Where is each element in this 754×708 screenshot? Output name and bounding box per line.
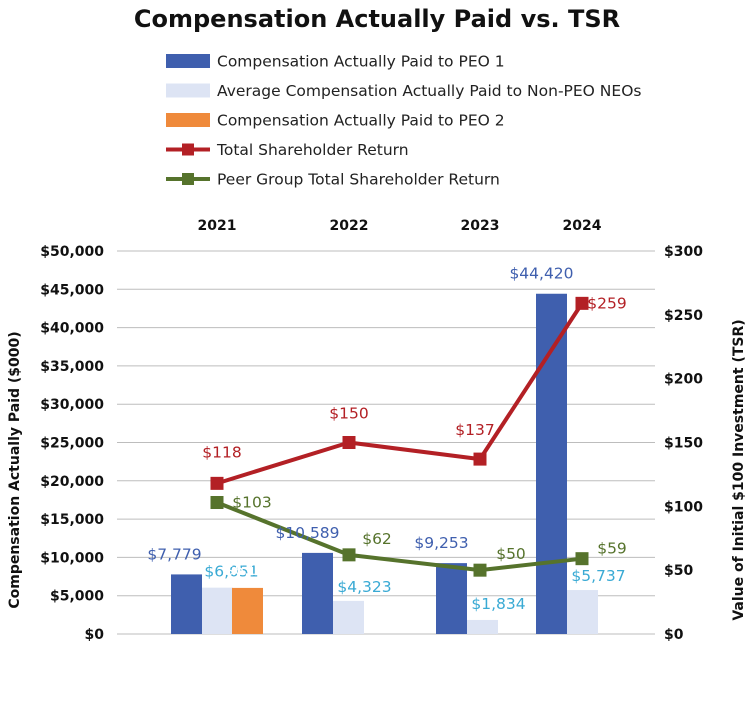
line-series-1 bbox=[216, 302, 584, 486]
line-label-s2-2021: $103 bbox=[232, 494, 271, 512]
y-tick-label-0: $0 bbox=[85, 627, 105, 643]
y-tick-label-7: $35,000 bbox=[40, 359, 104, 375]
legend-marker-4 bbox=[182, 143, 194, 156]
data-labels: $7,779 $10,589 $9,253 $44,420 $6,051 $4,323 $1… bbox=[147, 265, 626, 613]
line-marker-s1-2021 bbox=[210, 476, 224, 490]
legend: Compensation Actually Paid to PEO 1 Avera… bbox=[166, 53, 641, 189]
year-label-2024: 2024 bbox=[563, 218, 602, 234]
y2-tick-label-6: $300 bbox=[664, 244, 703, 260]
y-tick-label-10: $50,000 bbox=[40, 244, 104, 260]
legend-label-4: Total Shareholder Return bbox=[216, 141, 409, 159]
y2-tick-label-1: $50 bbox=[664, 563, 693, 579]
bar-label-s1-2024: $44,420 bbox=[509, 265, 573, 283]
y2-tick-label-4: $200 bbox=[664, 372, 703, 388]
y2-tick-label-2: $100 bbox=[664, 499, 703, 515]
line-label-s1-2021: $118 bbox=[202, 443, 241, 461]
legend-label-1: Compensation Actually Paid to PEO 1 bbox=[217, 53, 505, 71]
line-marker-s2-2023 bbox=[473, 563, 487, 577]
bar-s1-2023 bbox=[436, 563, 467, 634]
y-tick-label-6: $30,000 bbox=[40, 397, 104, 413]
y-tick-label-8: $40,000 bbox=[40, 321, 104, 337]
y-tick-label-3: $15,000 bbox=[40, 512, 104, 528]
line-series-2 bbox=[216, 500, 583, 573]
y2-axis-ticks: $0 $50 $100 $150 $200 $250 $300 bbox=[664, 244, 703, 643]
legend-label-5: Peer Group Total Shareholder Return bbox=[217, 171, 500, 189]
y-tick-label-2: $10,000 bbox=[40, 550, 104, 566]
y2-tick-label-3: $150 bbox=[664, 436, 703, 452]
bar-s2-2022 bbox=[333, 600, 364, 634]
bar-label-s2-2022: $4,323 bbox=[337, 578, 391, 596]
y-axis-ticks: $0 $5,000 $10,000 $15,000 $20,000 $25,000 $30,… bbox=[40, 244, 104, 643]
legend-marker-5 bbox=[182, 173, 194, 185]
chart-title: Compensation Actually Paid vs. TSR bbox=[134, 5, 620, 33]
bar-label-s1-2022: $10,589 bbox=[275, 524, 339, 542]
y2-axis-title: Value of Initial $100 Investment (TSR) bbox=[731, 319, 747, 620]
y2-tick-label-5: $250 bbox=[664, 308, 703, 324]
year-label-2022: 2022 bbox=[330, 218, 369, 234]
lines bbox=[210, 296, 589, 577]
line-label-s2-2023: $50 bbox=[496, 545, 526, 563]
line-marker-s1-2022 bbox=[342, 436, 356, 449]
y-tick-label-5: $25,000 bbox=[40, 436, 104, 452]
line-label-s2-2024: $59 bbox=[597, 540, 627, 558]
legend-swatch-2 bbox=[166, 83, 210, 98]
y-tick-label-1: $5,000 bbox=[50, 589, 104, 605]
bar-label-s1-2023: $9,253 bbox=[414, 534, 468, 552]
bar-s1-2022 bbox=[302, 552, 333, 634]
legend-swatch-3 bbox=[166, 113, 210, 127]
bar-s2-2023 bbox=[467, 619, 498, 634]
y-tick-label-9: $45,000 bbox=[40, 282, 104, 298]
line-label-s1-2022: $150 bbox=[329, 405, 368, 423]
bar-label-s2-2023: $1,834 bbox=[471, 595, 525, 613]
legend-label-3: Compensation Actually Paid to PEO 2 bbox=[217, 112, 505, 130]
bar-s1-2024 bbox=[536, 293, 567, 634]
y2-tick-label-0: $0 bbox=[664, 627, 684, 643]
bar-label-s2-2021: $6,051 bbox=[204, 563, 258, 581]
bar-label-s1-2021: $7,779 bbox=[147, 545, 201, 563]
y-tick-label-4: $20,000 bbox=[40, 474, 104, 490]
line-label-s2-2022: $62 bbox=[362, 530, 392, 548]
line-marker-s2-2024 bbox=[575, 552, 589, 566]
line-marker-s1-2024 bbox=[575, 296, 589, 310]
bar-label-s2-2024: $5,737 bbox=[571, 567, 625, 585]
line-marker-s1-2023 bbox=[473, 452, 487, 466]
year-labels: 2021 2022 2023 2024 bbox=[198, 218, 602, 234]
line-marker-s2-2021 bbox=[210, 496, 224, 510]
bar-s2-2024 bbox=[567, 590, 598, 634]
bar-s3-2021 bbox=[232, 587, 263, 634]
year-label-2023: 2023 bbox=[461, 218, 500, 234]
bar-s2-2021 bbox=[202, 587, 233, 634]
line-marker-s2-2022 bbox=[342, 548, 356, 562]
bar-label-s3-2021: $6,018 bbox=[224, 561, 278, 579]
line-label-s1-2024: $259 bbox=[587, 294, 626, 312]
legend-swatch-1 bbox=[166, 54, 210, 68]
year-label-2021: 2021 bbox=[198, 218, 237, 234]
line-label-s1-2023: $137 bbox=[455, 421, 494, 439]
legend-label-2: Average Compensation Actually Paid to No… bbox=[217, 82, 641, 100]
y-axis-title: Compensation Actually Paid ($000) bbox=[7, 331, 23, 608]
bar-s1-2021 bbox=[171, 574, 202, 634]
